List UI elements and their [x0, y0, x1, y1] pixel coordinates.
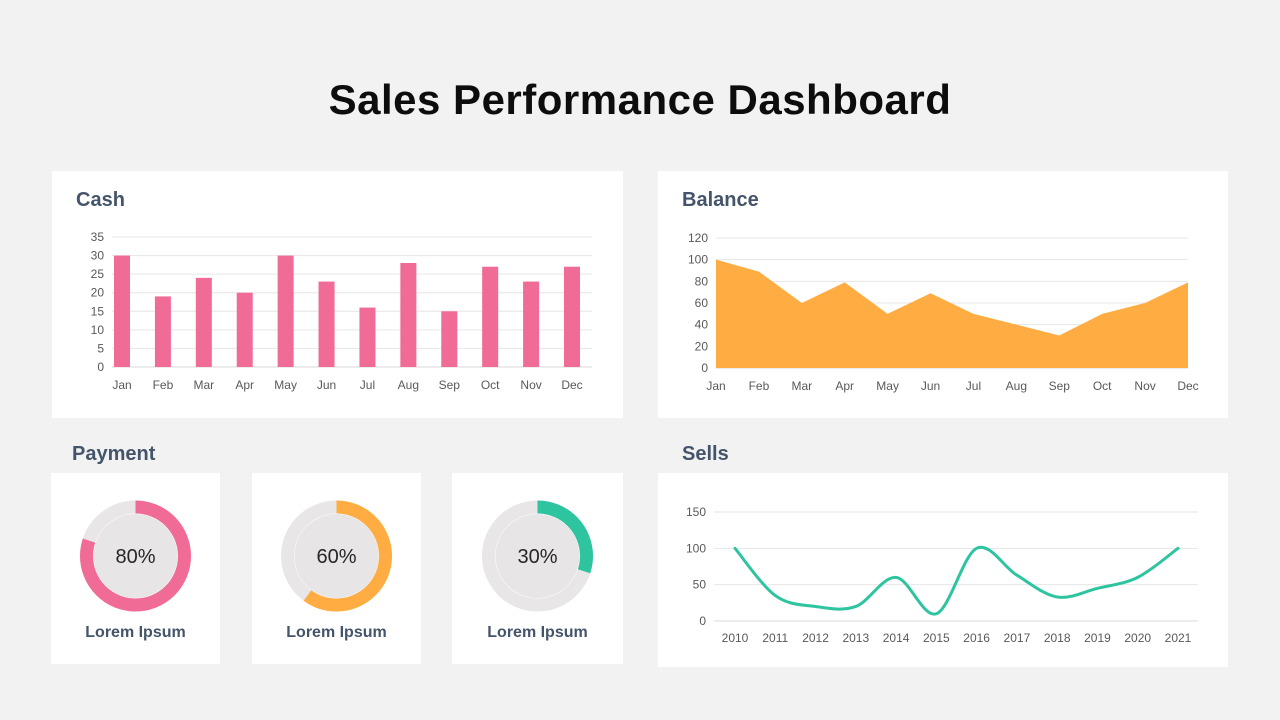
sells-y-tick-label: 150 [686, 505, 706, 519]
payment-title: Payment [72, 443, 156, 465]
balance-y-tick-label: 0 [701, 361, 708, 375]
sells-x-tick-label: 2014 [883, 631, 910, 645]
balance-panel: Balance 0 20 40 60 80 100 120 Jan Feb Mar Apr May Ju… [658, 171, 1228, 418]
cash-y-tick-label: 10 [91, 323, 105, 337]
sells-x-tick-label: 2010 [722, 631, 749, 645]
cash-x-tick-label: May [274, 378, 297, 392]
payment-caption-2: Lorem Ipsum [286, 624, 387, 641]
balance-area-series [716, 259, 1188, 368]
cash-x-tick-label: Jul [360, 378, 375, 392]
sells-line-series [733, 545, 1180, 616]
cash-chart: 0 5 10 15 20 25 30 35 Jan Feb Mar Apr May Jun Jul Aug Se… [91, 230, 592, 392]
cash-bar-jan [114, 255, 130, 367]
payment-caption-3: Lorem Ipsum [487, 624, 588, 641]
balance-y-tick-label: 100 [688, 253, 708, 267]
donut-center [294, 514, 379, 598]
sells-x-tick-label: 2015 [923, 631, 950, 645]
cash-x-tick-label: Apr [235, 378, 254, 392]
sells-x-tick-label: 2020 [1124, 631, 1151, 645]
cash-y-tick-label: 0 [97, 360, 104, 374]
cash-y-tick-label: 35 [91, 230, 105, 244]
cash-x-tick-label: Jun [317, 378, 336, 392]
payment-card-1: 80% Lorem Ipsum [51, 473, 220, 664]
cash-x-tick-label: Nov [520, 378, 541, 392]
donut-progress-arc [482, 500, 593, 612]
balance-x-tick-label: May [876, 379, 899, 393]
cash-x-tick-label: Feb [153, 378, 174, 392]
balance-x-tick-label: Sep [1049, 379, 1071, 393]
payment-donut-2: 60% [281, 500, 392, 612]
balance-x-tick-label: Nov [1134, 379, 1155, 393]
cash-bar-jun [318, 281, 335, 367]
cash-y-tick-label: 20 [91, 286, 105, 300]
sells-x-tick-label: 2012 [802, 631, 829, 645]
cash-x-tick-label: Mar [193, 378, 214, 392]
cash-bar-oct [482, 266, 499, 367]
cash-bar-nov [523, 281, 540, 367]
sells-y-tick-label: 50 [693, 578, 707, 592]
cash-bar-may [277, 255, 294, 367]
sells-title: Sells [682, 443, 729, 465]
page-title: Sales Performance Dashboard [328, 76, 952, 123]
balance-chart: 0 20 40 60 80 100 120 Jan Feb Mar Apr May Jun Jul Aug S… [688, 231, 1199, 393]
donut-percent-label: 80% [115, 546, 155, 568]
cash-bar-feb [154, 296, 171, 367]
sells-y-tick-label: 100 [686, 541, 706, 555]
cash-y-tick-label: 25 [91, 267, 105, 281]
cash-x-tick-label: Dec [561, 378, 582, 392]
sells-x-tick-label: 2021 [1165, 631, 1192, 645]
balance-x-tick-label: Dec [1177, 379, 1198, 393]
cash-y-tick-label: 5 [97, 341, 104, 355]
balance-x-tick-label: Aug [1006, 379, 1027, 393]
payment-donut-1: 80% [80, 500, 191, 612]
cash-bar-apr [236, 292, 253, 367]
balance-x-tick-label: Feb [749, 379, 770, 393]
cash-bar-dec [564, 266, 580, 367]
sells-chart: 0 50 100 150 2010 2011 2012 2013 2014 2015 2016 201… [686, 505, 1198, 645]
balance-y-tick-label: 20 [695, 339, 709, 353]
balance-x-tick-label: Jul [966, 379, 981, 393]
cash-x-tick-label: Sep [439, 378, 461, 392]
balance-y-tick-label: 120 [688, 231, 708, 245]
balance-y-tick-label: 60 [695, 296, 709, 310]
cash-x-tick-label: Jan [112, 378, 131, 392]
cash-bar-mar [195, 277, 212, 367]
cash-y-tick-label: 15 [91, 304, 105, 318]
sells-x-tick-label: 2017 [1004, 631, 1031, 645]
donut-center [93, 514, 178, 598]
payment-caption-1: Lorem Ipsum [85, 624, 186, 641]
donut-percent-label: 60% [316, 546, 356, 568]
balance-x-tick-label: Oct [1093, 379, 1112, 393]
balance-y-tick-label: 40 [695, 318, 709, 332]
cash-y-tick-label: 30 [91, 249, 105, 263]
balance-x-tick-label: Apr [835, 379, 854, 393]
balance-title: Balance [682, 189, 759, 211]
cash-bar-sep [441, 311, 458, 367]
donut-percent-label: 30% [517, 546, 557, 568]
balance-x-tick-label: Mar [791, 379, 812, 393]
cash-x-tick-label: Aug [398, 378, 419, 392]
donut-progress-arc [281, 500, 392, 612]
sells-y-tick-label: 0 [699, 614, 706, 628]
donut-center [495, 514, 580, 598]
balance-y-tick-label: 80 [695, 274, 709, 288]
payment-card-2: 60% Lorem Ipsum [252, 473, 421, 664]
sells-x-tick-label: 2011 [762, 631, 788, 645]
cash-bar-aug [400, 263, 417, 367]
cash-x-tick-label: Oct [481, 378, 500, 392]
sells-x-tick-label: 2018 [1044, 631, 1071, 645]
sells-x-tick-label: 2016 [963, 631, 990, 645]
sells-x-tick-label: 2013 [842, 631, 869, 645]
cash-bar-jul [359, 307, 376, 367]
balance-x-tick-label: Jan [706, 379, 725, 393]
cash-panel: Cash 0 5 10 15 20 25 30 35 Jan Feb Mar Apr May Jun Jul… [52, 171, 623, 418]
payment-card-3: 30% Lorem Ipsum [452, 473, 623, 664]
donut-progress-arc [80, 500, 191, 612]
cash-title: Cash [76, 189, 125, 211]
sells-x-tick-label: 2019 [1084, 631, 1111, 645]
balance-x-tick-label: Jun [921, 379, 940, 393]
sells-panel: 0 50 100 150 2010 2011 2012 2013 2014 2015 2016 201… [658, 473, 1228, 667]
payment-donut-3: 30% [482, 500, 593, 612]
